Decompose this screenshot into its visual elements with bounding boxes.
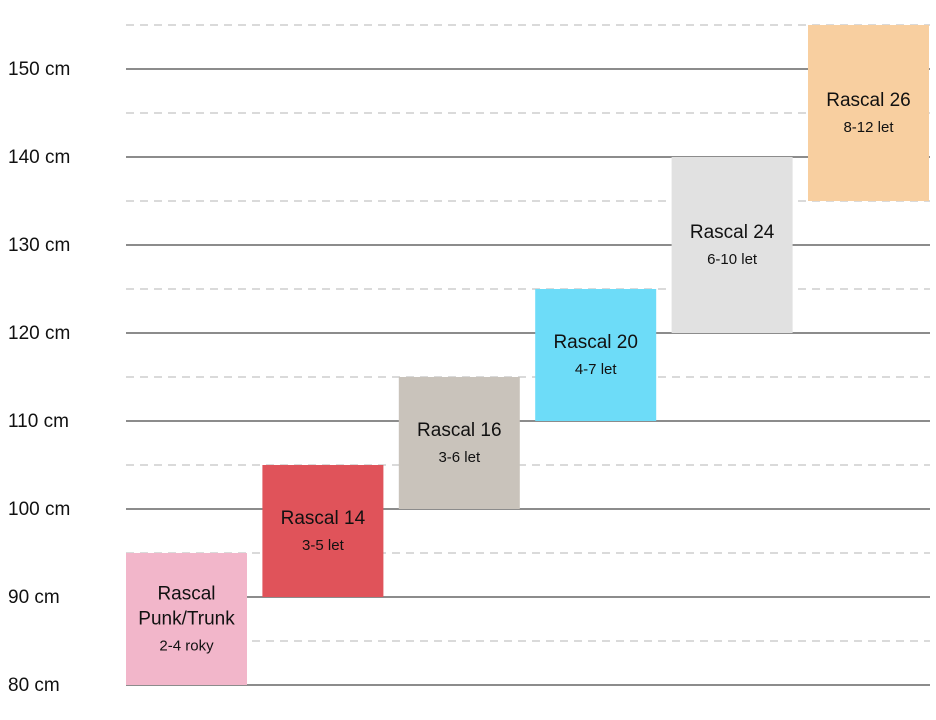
bar-age-label: 6-10 let (707, 251, 758, 268)
bar-age-label: 3-6 let (438, 449, 481, 466)
bar-group: Rascal Punk/Trunk 2-4 roky (126, 553, 247, 685)
bar-group: Rascal 16 3-6 let (398, 377, 520, 509)
y-tick-label: 130 cm (8, 235, 70, 256)
bar-label: Rascal (157, 584, 215, 605)
bar-label: Punk/Trunk (138, 609, 235, 630)
bar (535, 289, 657, 421)
bar-label: Rascal 14 (281, 508, 366, 529)
bar-group: Rascal 24 6-10 let (671, 157, 793, 333)
y-tick-label: 80 cm (8, 675, 60, 696)
bar (671, 157, 793, 333)
y-tick-label: 150 cm (8, 59, 70, 80)
y-tick-label: 120 cm (8, 323, 70, 344)
bar (398, 377, 520, 509)
bar-age-label: 4-7 let (575, 361, 618, 378)
bar-age-label: 2-4 roky (159, 638, 214, 655)
bar (808, 25, 929, 201)
grid-lines (126, 24, 930, 686)
bar-label: Rascal 20 (553, 332, 638, 353)
y-tick-label: 90 cm (8, 587, 60, 608)
bar-group: Rascal 26 8-12 let (808, 25, 929, 201)
bar (126, 553, 247, 685)
bar (262, 465, 384, 597)
y-axis-labels: 80 cm 90 cm 100 cm 110 cm 120 cm 130 cm 140 cm… (8, 59, 70, 696)
bars: Rascal Punk/Trunk 2-4 roky Rascal 14 3-5 let… (126, 25, 929, 685)
bar-age-label: 8-12 let (843, 119, 894, 136)
bar-label: Rascal 24 (690, 222, 775, 243)
y-tick-label: 140 cm (8, 147, 70, 168)
y-tick-label: 100 cm (8, 499, 70, 520)
bar-label: Rascal 26 (826, 90, 911, 111)
y-tick-label: 110 cm (8, 411, 69, 432)
bar-age-label: 3-5 let (302, 537, 345, 554)
bar-group: Rascal 14 3-5 let (262, 465, 384, 597)
bar-label: Rascal 16 (417, 420, 502, 441)
bar-group: Rascal 20 4-7 let (535, 289, 657, 421)
